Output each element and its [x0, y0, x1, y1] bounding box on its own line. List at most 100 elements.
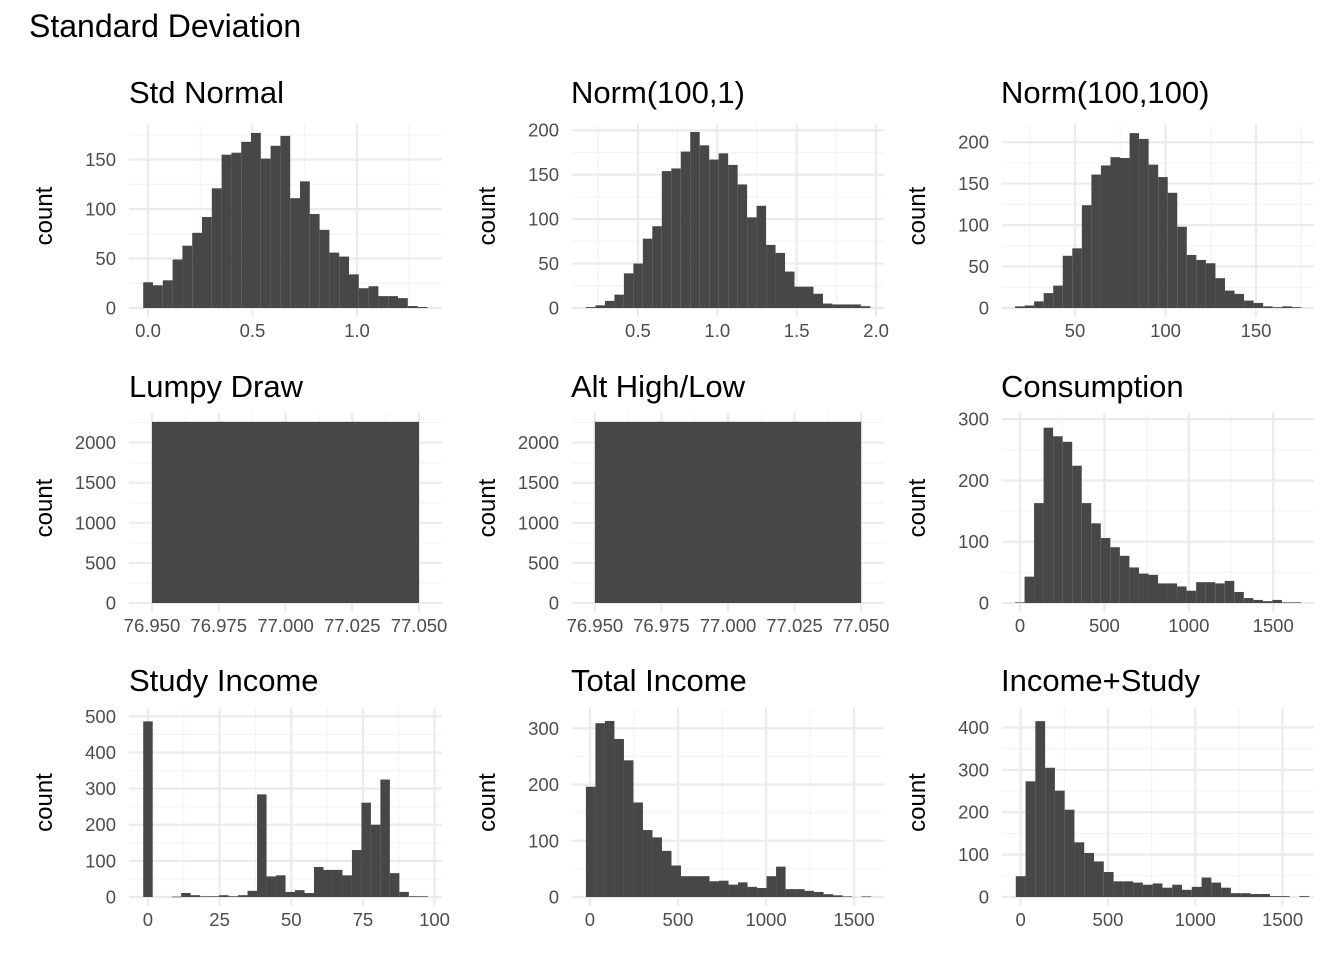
- histogram-bar: [190, 895, 201, 897]
- x-tick-label: 0.5: [240, 320, 266, 341]
- histogram-bar: [690, 876, 701, 897]
- histogram-bar: [1100, 165, 1111, 308]
- histogram-bar: [1234, 591, 1244, 603]
- histogram-bar: [280, 135, 291, 308]
- histogram-bar: [860, 306, 871, 308]
- histogram-bar: [1291, 602, 1302, 603]
- histogram-bar: [417, 307, 428, 308]
- histogram-bar: [181, 893, 191, 897]
- x-tick-label: 0: [143, 909, 153, 930]
- histogram-bar: [1240, 893, 1251, 897]
- histogram-bar: [861, 896, 872, 898]
- histogram-bar: [171, 896, 182, 898]
- x-tick-label: 1000: [745, 909, 786, 930]
- histogram-bar: [842, 896, 853, 898]
- histogram-bar: [1035, 721, 1046, 897]
- histogram-bar: [1148, 164, 1159, 308]
- histogram-bar: [358, 288, 369, 308]
- y-tick-label: 0: [106, 593, 116, 614]
- histogram-bar: [1299, 896, 1310, 897]
- y-tick-label: 50: [95, 248, 116, 269]
- histogram-bar: [1196, 259, 1206, 308]
- histogram-bar: [1148, 574, 1158, 603]
- histogram-bar: [361, 802, 371, 897]
- histogram-bar: [1205, 582, 1216, 603]
- y-tick-label: 300: [85, 778, 116, 799]
- histogram-bar: [397, 298, 408, 308]
- histogram-bar: [851, 304, 861, 308]
- x-tick-label: 1.0: [344, 320, 370, 341]
- y-tick-label: 100: [85, 199, 116, 220]
- histogram-bar: [737, 184, 748, 308]
- histogram-bar: [300, 181, 310, 308]
- histogram-bar: [1043, 427, 1054, 603]
- histogram-bar: [728, 164, 738, 308]
- histogram-bar: [680, 876, 691, 897]
- histogram-bar: [143, 282, 154, 308]
- histogram-bar: [221, 154, 232, 308]
- panel-title: Total Income: [571, 663, 747, 698]
- histogram-bar: [1260, 894, 1271, 897]
- histogram-bar: [162, 280, 173, 308]
- histogram-bar: [1244, 300, 1254, 308]
- y-tick-label: 2000: [518, 432, 559, 453]
- panel-lumpy-draw: 76.950 76.975 77.000 77.025 77.050 0 500 1000 15…: [31, 369, 447, 636]
- histogram-bar: [270, 145, 281, 308]
- y-tick-label: 0: [979, 887, 989, 908]
- histogram-bar: [785, 271, 795, 308]
- histogram-bar: [585, 307, 596, 308]
- x-tick-label: 77.025: [324, 615, 381, 636]
- y-tick-label: 500: [85, 552, 116, 573]
- histogram-bar: [1045, 767, 1055, 897]
- histogram-bar: [1113, 881, 1124, 897]
- histogram-bar: [1129, 133, 1140, 308]
- histogram-bar: [342, 875, 352, 897]
- y-axis-label: count: [474, 478, 501, 537]
- histogram-bar: [200, 896, 210, 897]
- histogram-bar: [304, 893, 314, 897]
- histogram-bar: [1186, 254, 1197, 308]
- histogram-bar: [822, 303, 833, 308]
- y-tick-label: 1500: [75, 472, 116, 493]
- histogram-bar: [1053, 436, 1063, 603]
- histogram-bar: [1272, 307, 1283, 308]
- histogram-bar: [709, 881, 720, 897]
- histogram-bar: [1224, 290, 1235, 308]
- x-tick-label: 77.050: [833, 615, 890, 636]
- histogram-bar: [614, 294, 624, 308]
- x-tick-label: 0: [585, 909, 595, 930]
- histogram-bar: [1211, 882, 1222, 897]
- histogram-bar: [832, 304, 842, 308]
- histogram-bar: [399, 891, 409, 897]
- y-tick-label: 0: [106, 298, 116, 319]
- x-tick-label: 77.050: [391, 615, 448, 636]
- histogram-bar: [1119, 555, 1130, 603]
- y-tick-label: 1000: [75, 512, 116, 533]
- histogram-bar: [585, 786, 596, 897]
- x-tick-label: 2.0: [863, 320, 889, 341]
- y-tick-label: 400: [85, 742, 116, 763]
- x-tick-label: 25: [209, 909, 230, 930]
- histogram-bar: [841, 304, 852, 308]
- histogram-bar: [1015, 306, 1025, 308]
- histogram-bar: [756, 205, 767, 308]
- histogram-bar: [661, 171, 672, 308]
- histogram-bar: [143, 721, 153, 897]
- histogram-bar: [671, 865, 681, 897]
- x-tick-label: 150: [1241, 320, 1272, 341]
- histogram-bar: [192, 232, 203, 308]
- panel-title: Std Normal: [129, 75, 284, 110]
- histogram-bar: [604, 720, 615, 897]
- histogram-bar: [833, 895, 843, 897]
- x-tick-label: 77.000: [257, 615, 314, 636]
- histogram-bar: [241, 141, 252, 308]
- histogram-bar: [329, 252, 340, 308]
- histogram-bar: [1172, 884, 1183, 897]
- histogram-bar: [1291, 307, 1302, 308]
- histogram-bar: [728, 884, 739, 897]
- histogram-bar: [1053, 285, 1063, 308]
- histogram-bar: [1152, 883, 1163, 897]
- y-tick-label: 2000: [75, 432, 116, 453]
- histogram-bar: [1205, 263, 1216, 308]
